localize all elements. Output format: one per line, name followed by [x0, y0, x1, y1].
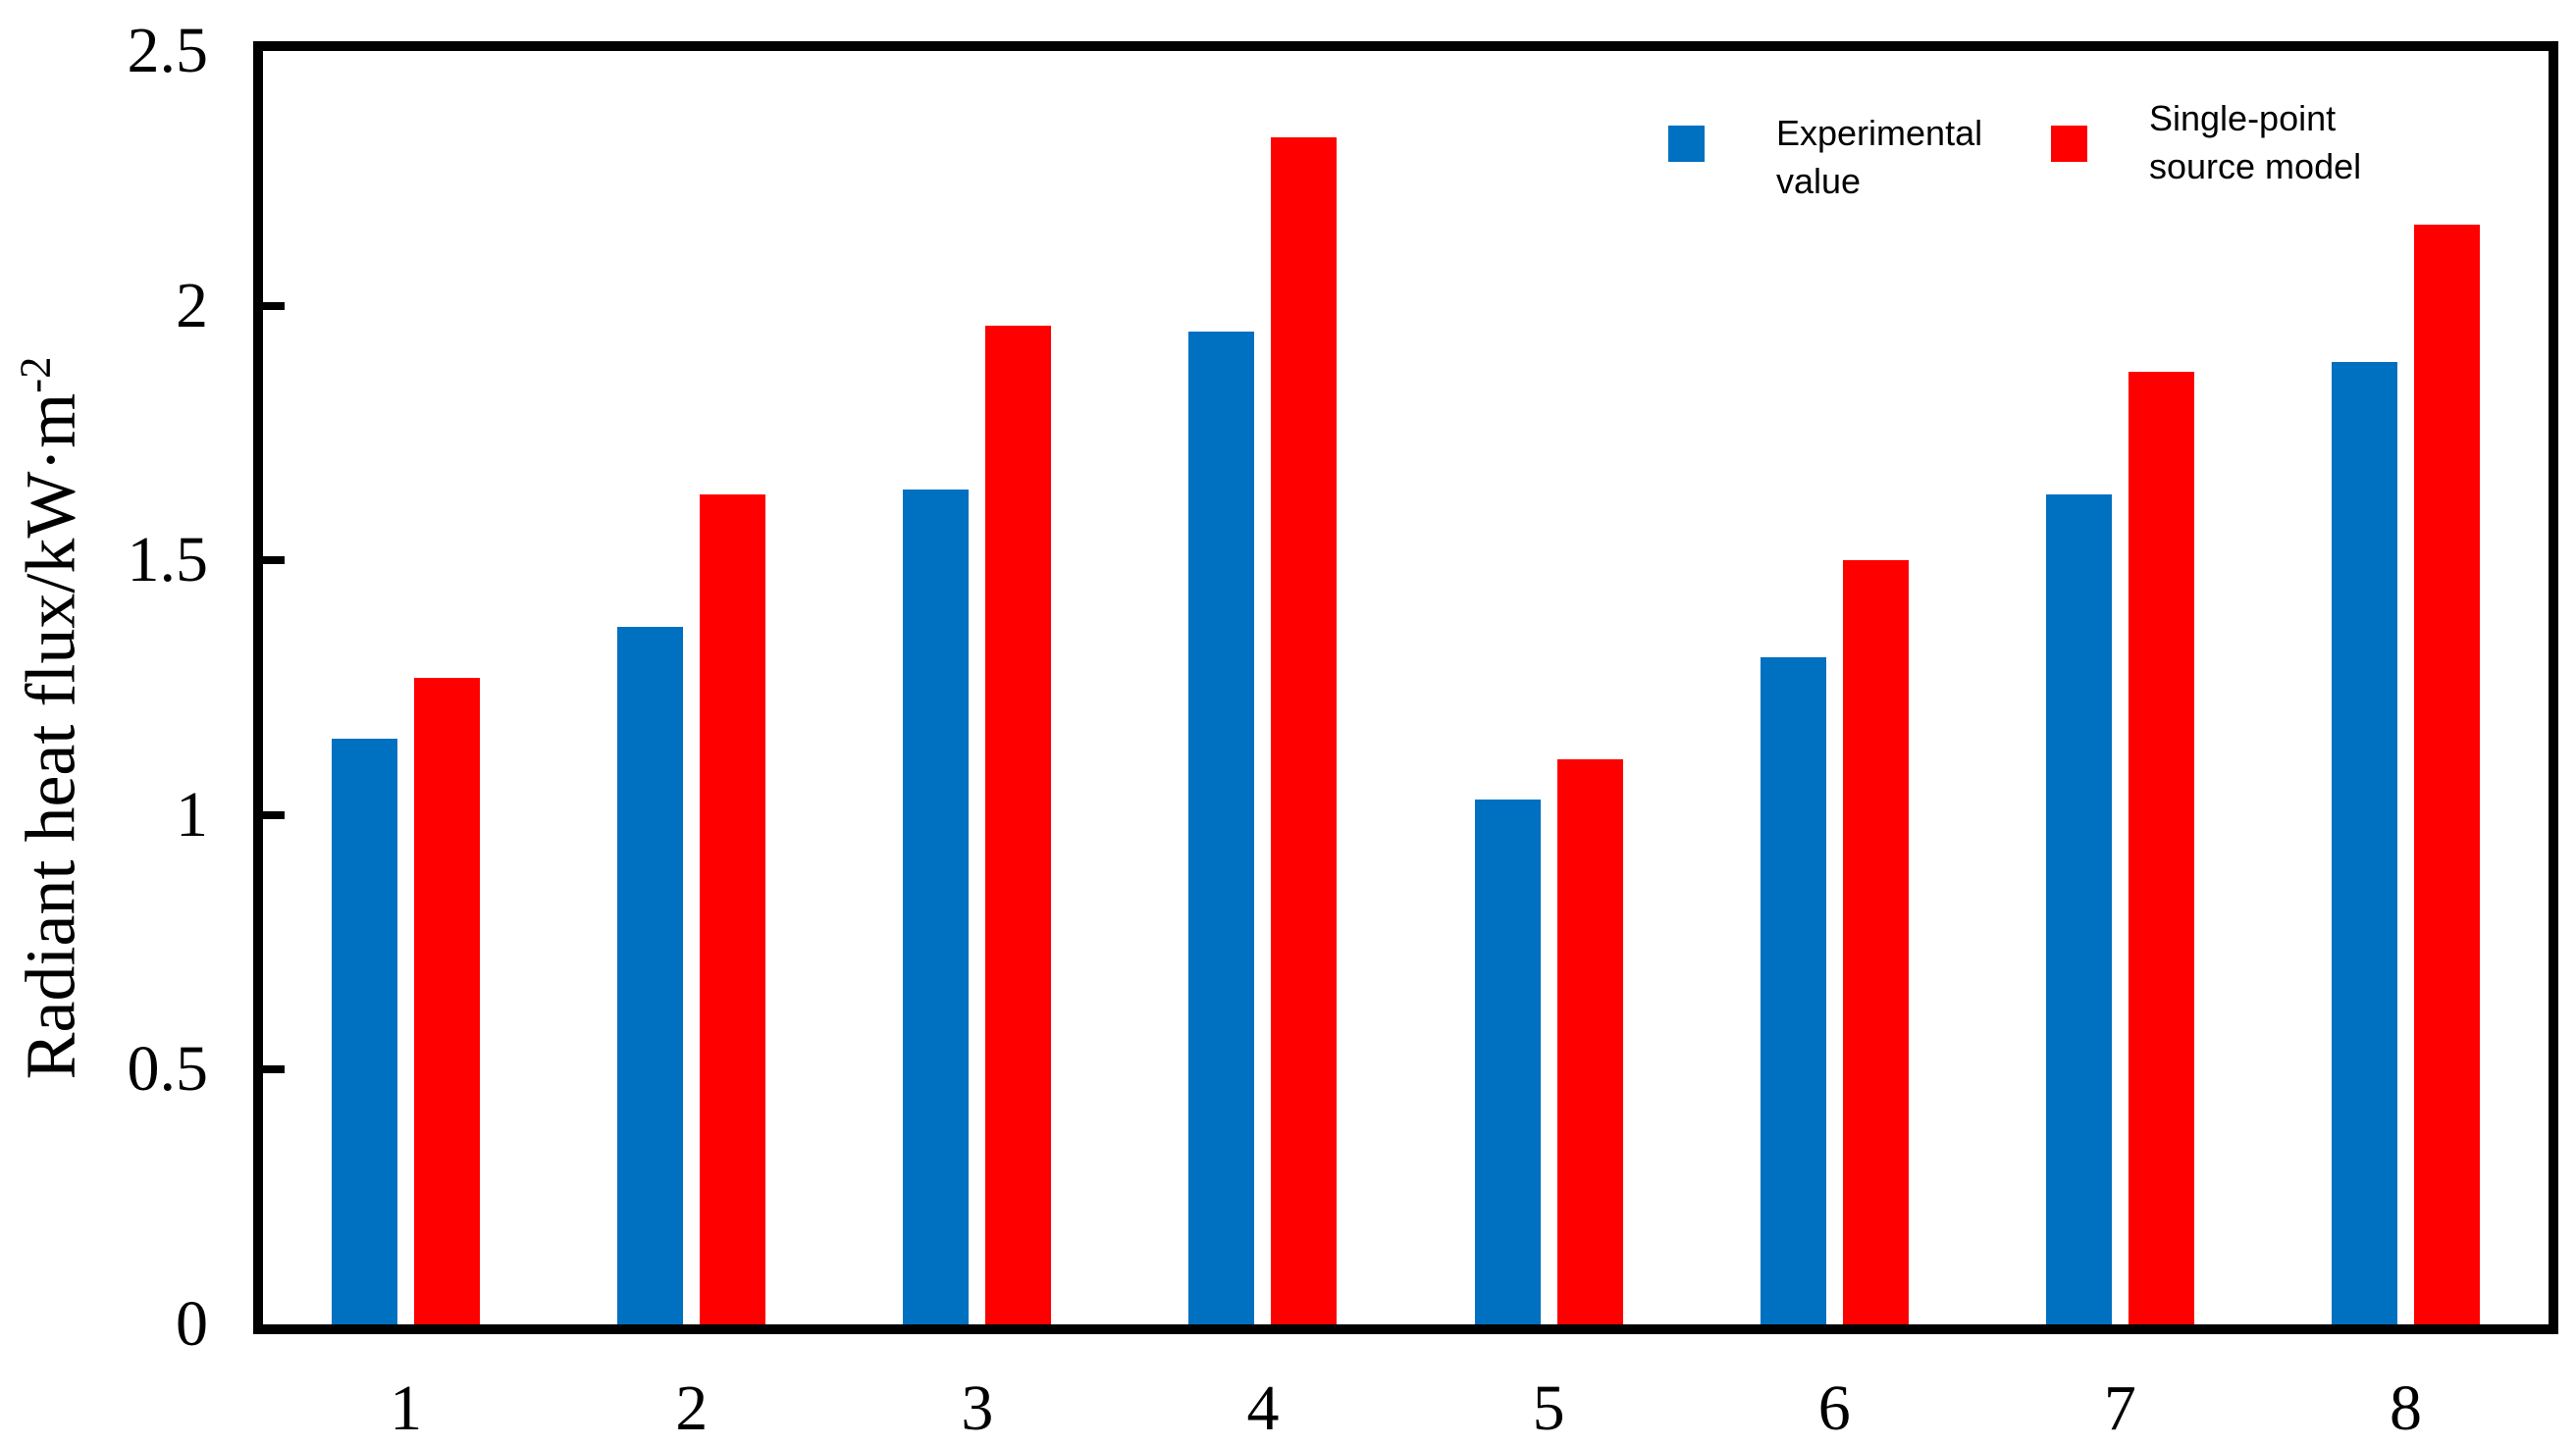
bar-experimental-5 [1474, 800, 1541, 1324]
y-axis-tick [263, 1065, 285, 1074]
x-tick-label-5: 5 [1532, 1372, 1565, 1444]
bar-experimental-2 [617, 626, 684, 1324]
bar-single-point-model-1 [414, 677, 481, 1324]
y-axis-title-prefix: Radiant heat flux/kW·m [11, 392, 90, 1080]
x-tick-label-1: 1 [390, 1372, 423, 1444]
y-axis-tick [263, 301, 285, 310]
plot-inner-area [263, 51, 2549, 1324]
y-tick-label-0.5: 0.5 [127, 1033, 209, 1106]
x-tick-label-8: 8 [2389, 1372, 2422, 1444]
x-tick-label-7: 7 [2103, 1372, 2136, 1444]
plot-area [253, 41, 2558, 1334]
y-axis-title-text: Radiant heat flux/kW·m-2 [11, 357, 92, 1080]
bar-single-point-model-8 [2413, 224, 2480, 1324]
y-tick-label-1.5: 1.5 [127, 524, 209, 596]
bar-single-point-model-2 [700, 493, 766, 1324]
bar-experimental-8 [2331, 361, 2397, 1324]
bar-experimental-7 [2045, 493, 2112, 1324]
y-axis-tick [263, 556, 285, 565]
legend-label-single-point-model: Single-point source model [2149, 98, 2362, 186]
bar-experimental-3 [903, 489, 970, 1324]
bar-single-point-model-4 [1271, 137, 1338, 1324]
bar-experimental-1 [332, 738, 398, 1324]
x-tick-label-3: 3 [961, 1372, 994, 1444]
x-tick-label-4: 4 [1246, 1372, 1280, 1444]
y-tick-label-2: 2 [176, 269, 208, 341]
bar-single-point-model-6 [1842, 560, 1909, 1324]
y-axis-tick [263, 810, 285, 819]
bar-experimental-6 [1760, 656, 1826, 1324]
y-tick-label-0: 0 [176, 1288, 208, 1360]
bar-single-point-model-3 [985, 326, 1052, 1324]
y-tick-label-2.5: 2.5 [127, 15, 209, 86]
legend-swatch-experimental [1668, 126, 1705, 162]
bar-single-point-model-7 [2128, 372, 2194, 1324]
legend-label-experimental: Experimental value [1776, 113, 1983, 201]
x-tick-label-6: 6 [1817, 1372, 1851, 1444]
legend-swatch-single-point-model [2051, 126, 2087, 162]
y-tick-label-1: 1 [176, 778, 208, 851]
x-tick-label-2: 2 [675, 1372, 709, 1444]
y-axis-title-superscript: -2 [10, 356, 60, 393]
bar-experimental-4 [1188, 331, 1255, 1324]
bar-single-point-model-5 [1556, 758, 1623, 1324]
